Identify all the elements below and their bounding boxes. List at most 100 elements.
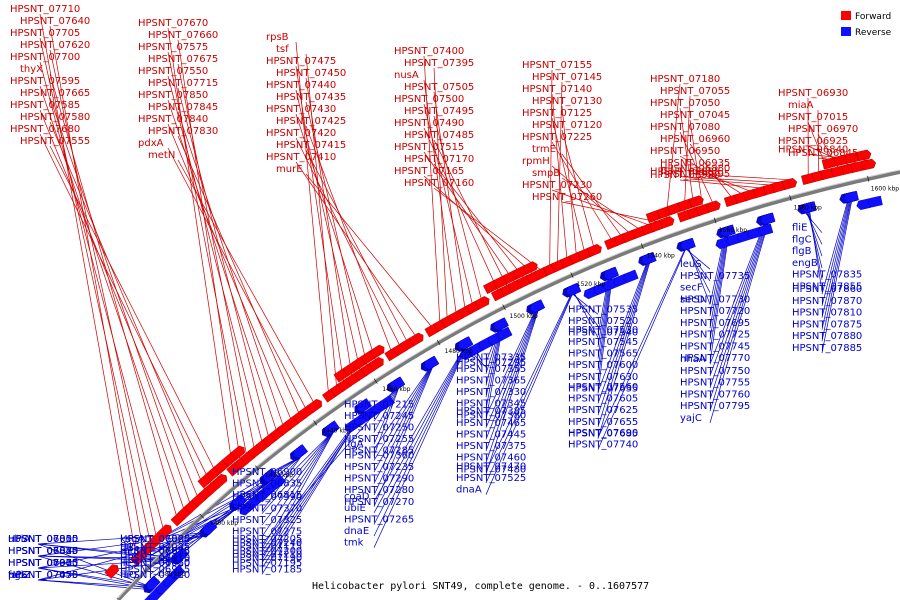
leader-line	[709, 236, 726, 317]
reverse-gene-label: HPSNT_06955	[120, 554, 190, 565]
reverse-gene-label: HPSNT_07735	[680, 271, 750, 282]
leader-line	[709, 235, 729, 352]
reverse-gene	[680, 237, 696, 251]
reverse-gene-label: ileS	[120, 558, 138, 569]
leader-line	[373, 367, 431, 473]
reverse-gene-label: fliI	[120, 542, 132, 553]
leader-line	[485, 310, 538, 463]
forward-gene-label: HPSNT_06960	[660, 134, 730, 145]
backbone-highlight	[117, 169, 900, 599]
forward-gene	[586, 243, 602, 258]
leader-line	[177, 159, 314, 403]
reverse-gene-label: HPSNT_07520	[568, 316, 638, 327]
tick-mark	[313, 420, 318, 426]
leader-line	[433, 115, 482, 299]
forward-gene-label: HPSNT_07430	[266, 104, 336, 115]
reverse-gene-label: HPSNT_07465	[456, 418, 526, 429]
leader-line	[561, 177, 639, 229]
legend-reverse-swatch	[841, 27, 851, 36]
forward-gene-label: HPSNT_07705	[10, 28, 80, 39]
leader-line	[679, 107, 695, 209]
forward-gene-label: HPSNT_07225	[522, 132, 592, 143]
reverse-gene-label: HPSNT_07605	[568, 394, 638, 405]
leader-line	[423, 103, 473, 304]
leader-line	[49, 25, 144, 548]
reverse-gene-label: HPSNT_06900	[232, 467, 302, 478]
reverse-gene-label: HPSNT_07365	[456, 376, 526, 387]
reverse-gene-label: HPSNT_07335	[456, 352, 526, 363]
reverse-gene	[760, 212, 776, 225]
forward-gene-label: HPSNT_06935	[660, 158, 730, 169]
reverse-gene-label: leuS	[680, 259, 702, 270]
reverse-gene-label: HPSNT_07730	[680, 294, 750, 305]
leader-line	[561, 105, 577, 254]
leader-line	[817, 109, 820, 173]
label-leader-lines	[37, 13, 869, 591]
leader-line	[37, 559, 183, 569]
forward-gene-label: HPSNT_07585	[10, 100, 80, 111]
leader-line	[177, 111, 284, 425]
forward-gene-label: HPSNT_07410	[266, 152, 336, 163]
forward-gene-label: HPSNT_07640	[20, 16, 90, 27]
forward-gene-label: murE	[276, 164, 303, 175]
gene-features	[104, 149, 883, 600]
leader-line	[305, 149, 407, 341]
forward-gene-label: HPSNT_07845	[148, 102, 218, 113]
leader-line	[689, 167, 750, 192]
forward-gene-label: pdxA	[138, 138, 164, 149]
forward-gene-label: HPSNT_06840	[778, 144, 848, 155]
forward-gene	[474, 296, 490, 310]
reverse-gene-label: HPSNT_07210	[232, 550, 302, 561]
leader-line	[551, 93, 568, 258]
reverse-gene	[641, 251, 657, 265]
forward-gene-label: HPSNT_07475	[266, 56, 336, 67]
tick-label: 1560 kbp	[719, 227, 747, 234]
forward-gene-label: HPSNT_07515	[394, 142, 464, 153]
forward-gene	[157, 524, 173, 540]
reverse-gene-label: HPSNT_06915	[120, 565, 190, 576]
leader-line	[149, 505, 241, 557]
leader-line	[261, 433, 332, 514]
tick-mark	[436, 339, 441, 346]
reverse-gene-label: HPSNT_07880	[792, 331, 862, 342]
tick-label: 1600 kbp	[871, 186, 899, 193]
reverse-gene-label: clpX	[232, 501, 254, 512]
forward-gene-label: HPSNT_07850	[138, 90, 208, 101]
forward-gene-label: HPSNT_06845	[788, 148, 858, 159]
reverse-gene-label: HPSNT_07185	[232, 564, 302, 575]
leader-line	[373, 387, 400, 456]
reverse-gene	[170, 564, 186, 580]
reverse-gene-label: HPSNT_07770	[680, 353, 750, 364]
gene-labels: HPSNT_07710HPSNT_07640HPSNT_07705HPSNT_0…	[8, 4, 862, 581]
forward-gene	[104, 564, 119, 579]
reverse-gene-label: HPSNT_07360	[344, 451, 414, 462]
tick-label: 1480 kbp	[445, 348, 473, 355]
leader-line	[433, 163, 524, 278]
leader-line	[574, 293, 599, 338]
forward-gene-label: HPSNT_07485	[404, 130, 474, 141]
leader-line	[149, 506, 240, 575]
reverse-gene-label: flgC	[792, 234, 812, 245]
forward-gene-label: HPSNT_07580	[20, 112, 90, 123]
reverse-gene-label: HPSNT_07030	[8, 546, 78, 557]
tick-label: 1420 kbp	[265, 472, 293, 479]
leader-line	[37, 579, 155, 588]
tick-label: 1400 kbp	[210, 520, 238, 527]
reverse-gene-label: fliQ	[120, 570, 137, 581]
reverse-gene-label: HPSNT_07310	[8, 558, 78, 569]
leader-line	[808, 211, 823, 280]
forward-gene-label: rpsB	[266, 32, 289, 43]
leader-line	[295, 137, 400, 345]
forward-gene	[368, 357, 384, 372]
leader-line	[373, 387, 399, 445]
leader-line	[39, 61, 164, 528]
leader-line	[423, 79, 457, 313]
reverse-gene-label: HPSNT_07035	[120, 546, 190, 557]
leader-line	[433, 139, 508, 286]
forward-gene	[522, 261, 538, 275]
reverse-gene-label: HPSNT_07020	[120, 534, 190, 545]
leader-line	[423, 151, 515, 283]
leader-line	[373, 366, 434, 507]
leader-line	[433, 187, 541, 270]
